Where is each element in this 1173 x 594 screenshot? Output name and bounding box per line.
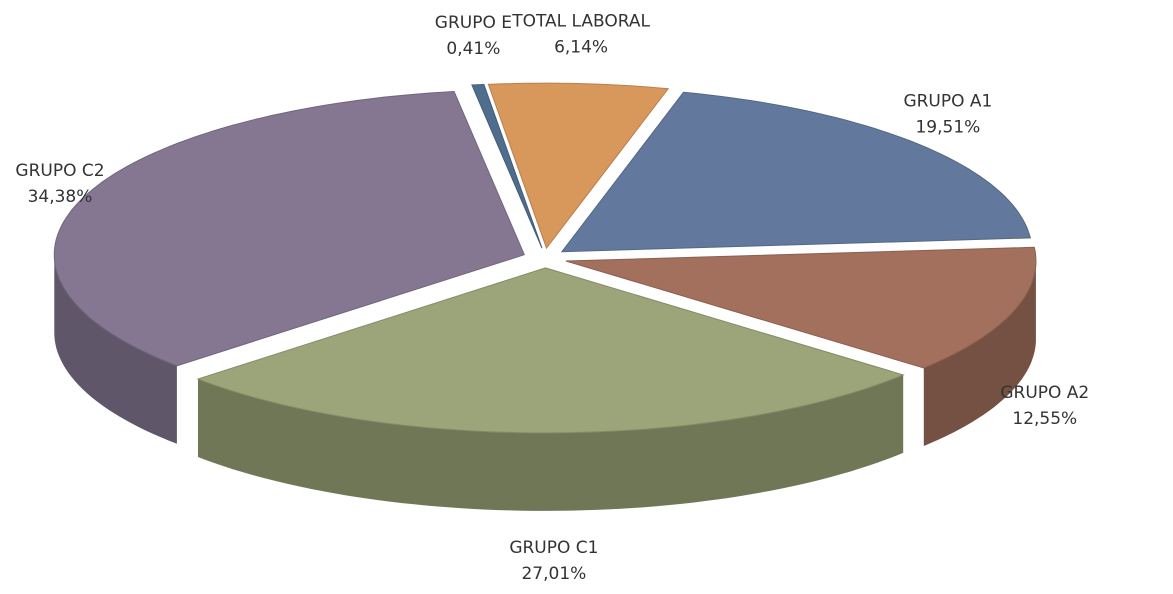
- slice: [53, 90, 525, 367]
- category-label: TOTAL LABORAL: [511, 12, 650, 32]
- value-label: 19,51%: [915, 118, 980, 138]
- slice-side: [198, 374, 904, 511]
- value-label: 12,55%: [1012, 409, 1077, 429]
- value-label: 34,38%: [28, 187, 93, 207]
- slice: [565, 246, 1037, 369]
- category-label: GRUPO C2: [15, 161, 104, 181]
- slice-tops: [53, 82, 1037, 434]
- value-label: 0,41%: [446, 39, 500, 59]
- slice-side: [54, 252, 177, 444]
- category-label: GRUPO E: [435, 13, 512, 33]
- value-label: 27,01%: [521, 564, 586, 584]
- category-label: GRUPO C1: [509, 538, 598, 558]
- slice: [487, 82, 670, 250]
- slice: [471, 83, 543, 249]
- slice: [196, 267, 905, 434]
- category-label: GRUPO A2: [1000, 383, 1089, 403]
- slice-side: [923, 259, 1036, 446]
- value-label: 6,14%: [554, 38, 608, 58]
- slice: [560, 91, 1031, 253]
- labels: GRUPO A1 19,51% GRUPO A2 12,55% GRUPO C1 27,0…: [15, 12, 1089, 585]
- category-label: GRUPO A1: [903, 92, 992, 112]
- slice-sides: [54, 252, 1036, 511]
